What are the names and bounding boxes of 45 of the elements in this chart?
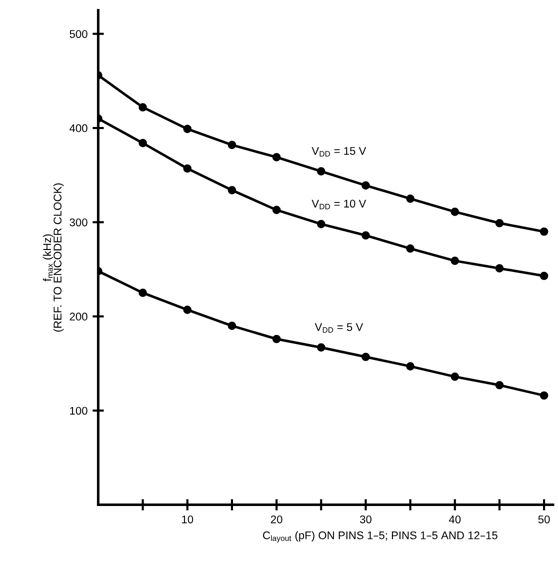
point xyxy=(450,208,460,216)
y-axis-title: f$_{max}$ (kHz) (REF. TO ENCODER CLOCK) xyxy=(42,183,64,332)
x-tick-label: 30 xyxy=(360,515,372,524)
x-tick-label: 40 xyxy=(448,515,461,524)
point xyxy=(362,181,370,190)
y-tick-label: 400 xyxy=(70,124,88,132)
x-tick-label: 20 xyxy=(270,515,282,524)
point xyxy=(406,244,414,253)
x-tick-label: 10 xyxy=(182,515,194,524)
point xyxy=(406,194,414,203)
point xyxy=(450,372,460,381)
series-label: V$_{DD}$ = 5 V xyxy=(314,323,364,333)
point xyxy=(495,218,504,228)
point xyxy=(316,167,326,176)
point xyxy=(138,288,147,298)
y-tick-label: 300 xyxy=(70,218,88,226)
x-axis-title: C$_{layout}$ (pF) ON PINS 1–5; PINS 1–5 AND 12–15 xyxy=(263,531,498,543)
series-label: V$_{DD}$ = 10 V xyxy=(312,200,366,210)
point xyxy=(272,153,281,162)
point xyxy=(362,231,370,240)
point xyxy=(138,103,147,112)
point xyxy=(316,220,326,228)
point xyxy=(138,138,147,148)
point xyxy=(183,124,192,134)
y-tick-label: 500 xyxy=(70,30,88,38)
point xyxy=(362,352,370,362)
y-tick-label: 200 xyxy=(70,312,88,321)
point xyxy=(406,362,414,370)
point xyxy=(540,391,548,400)
point xyxy=(228,186,236,194)
y-tick-label: 100 xyxy=(70,406,88,415)
point xyxy=(495,264,504,273)
point xyxy=(540,227,548,236)
point xyxy=(495,380,504,390)
point xyxy=(183,164,192,173)
x-tick-label: 50 xyxy=(538,515,550,524)
point xyxy=(272,206,281,214)
point xyxy=(228,140,236,150)
point xyxy=(316,343,326,352)
point xyxy=(540,272,548,280)
point xyxy=(228,322,236,330)
series-label: V$_{DD}$ = 15 V xyxy=(312,147,366,157)
point xyxy=(272,334,281,344)
point xyxy=(183,306,192,314)
point xyxy=(450,256,460,265)
